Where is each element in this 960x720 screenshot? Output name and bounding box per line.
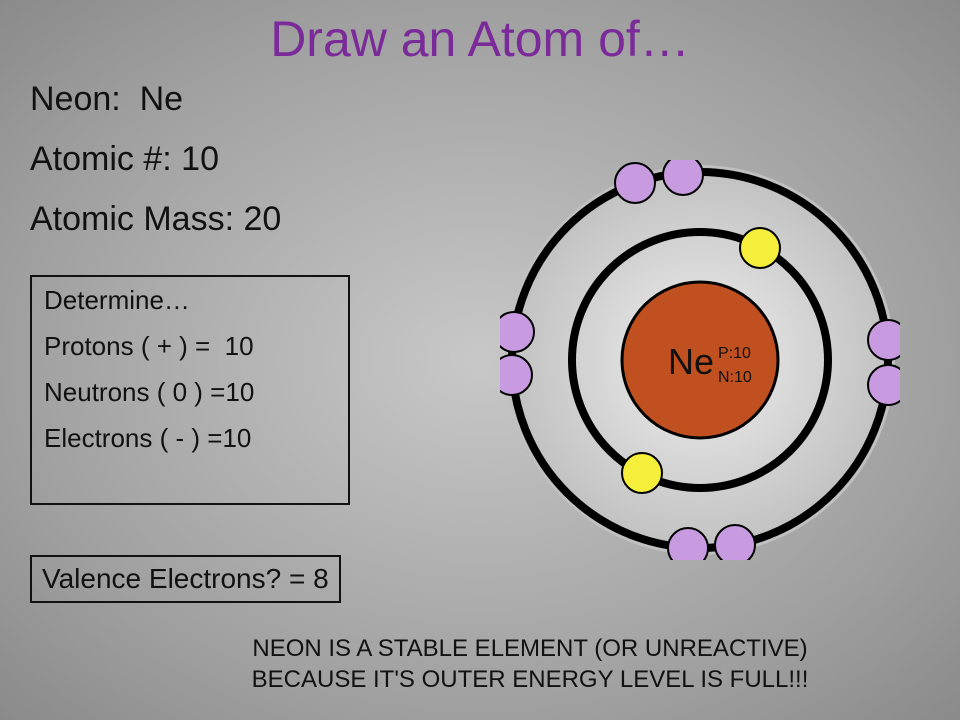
determine-heading: Determine… [44, 287, 336, 313]
valence-label: Valence Electrons? = [42, 563, 305, 594]
protons-value: 10 [225, 331, 254, 361]
electrons-row: Electrons ( - ) =10 [44, 425, 336, 451]
slide-title: Draw an Atom of… [0, 10, 960, 68]
footer-text: NEON IS A STABLE ELEMENT (OR UNREACTIVE)… [0, 633, 960, 695]
element-name: Neon [30, 80, 111, 118]
valence-box: Valence Electrons? = 8 [30, 555, 341, 603]
electrons-value: 10 [222, 423, 251, 453]
protons-label: Protons ( + ) = [44, 331, 210, 361]
determine-box: Determine… Protons ( + ) = 10 Neutrons (… [30, 275, 350, 505]
atomic-number-line: Atomic #: 10 [30, 140, 219, 179]
svg-text:Ne: Ne [668, 341, 714, 382]
valence-value: 8 [313, 563, 329, 594]
atomic-mass-value: 20 [243, 200, 281, 238]
atomic-number-value: 10 [181, 140, 219, 178]
neutrons-value: 10 [225, 377, 254, 407]
svg-text:P:10: P:10 [718, 345, 751, 362]
neutrons-row: Neutrons ( 0 ) =10 [44, 379, 336, 405]
atomic-mass-line: Atomic Mass: 20 [30, 200, 281, 239]
element-symbol: Ne [140, 80, 183, 118]
neutrons-label: Neutrons ( 0 ) = [44, 377, 225, 407]
protons-row: Protons ( + ) = 10 [44, 333, 336, 359]
electrons-label: Electrons ( - ) = [44, 423, 222, 453]
svg-text:N:10: N:10 [718, 369, 752, 386]
element-line: Neon: Ne [30, 80, 183, 119]
footer-line-2: BECAUSE IT'S OUTER ENERGY LEVEL IS FULL!… [100, 664, 960, 695]
atom-diagram: NeP:10 N:10 [500, 160, 900, 560]
footer-line-1: NEON IS A STABLE ELEMENT (OR UNREACTIVE) [100, 633, 960, 664]
